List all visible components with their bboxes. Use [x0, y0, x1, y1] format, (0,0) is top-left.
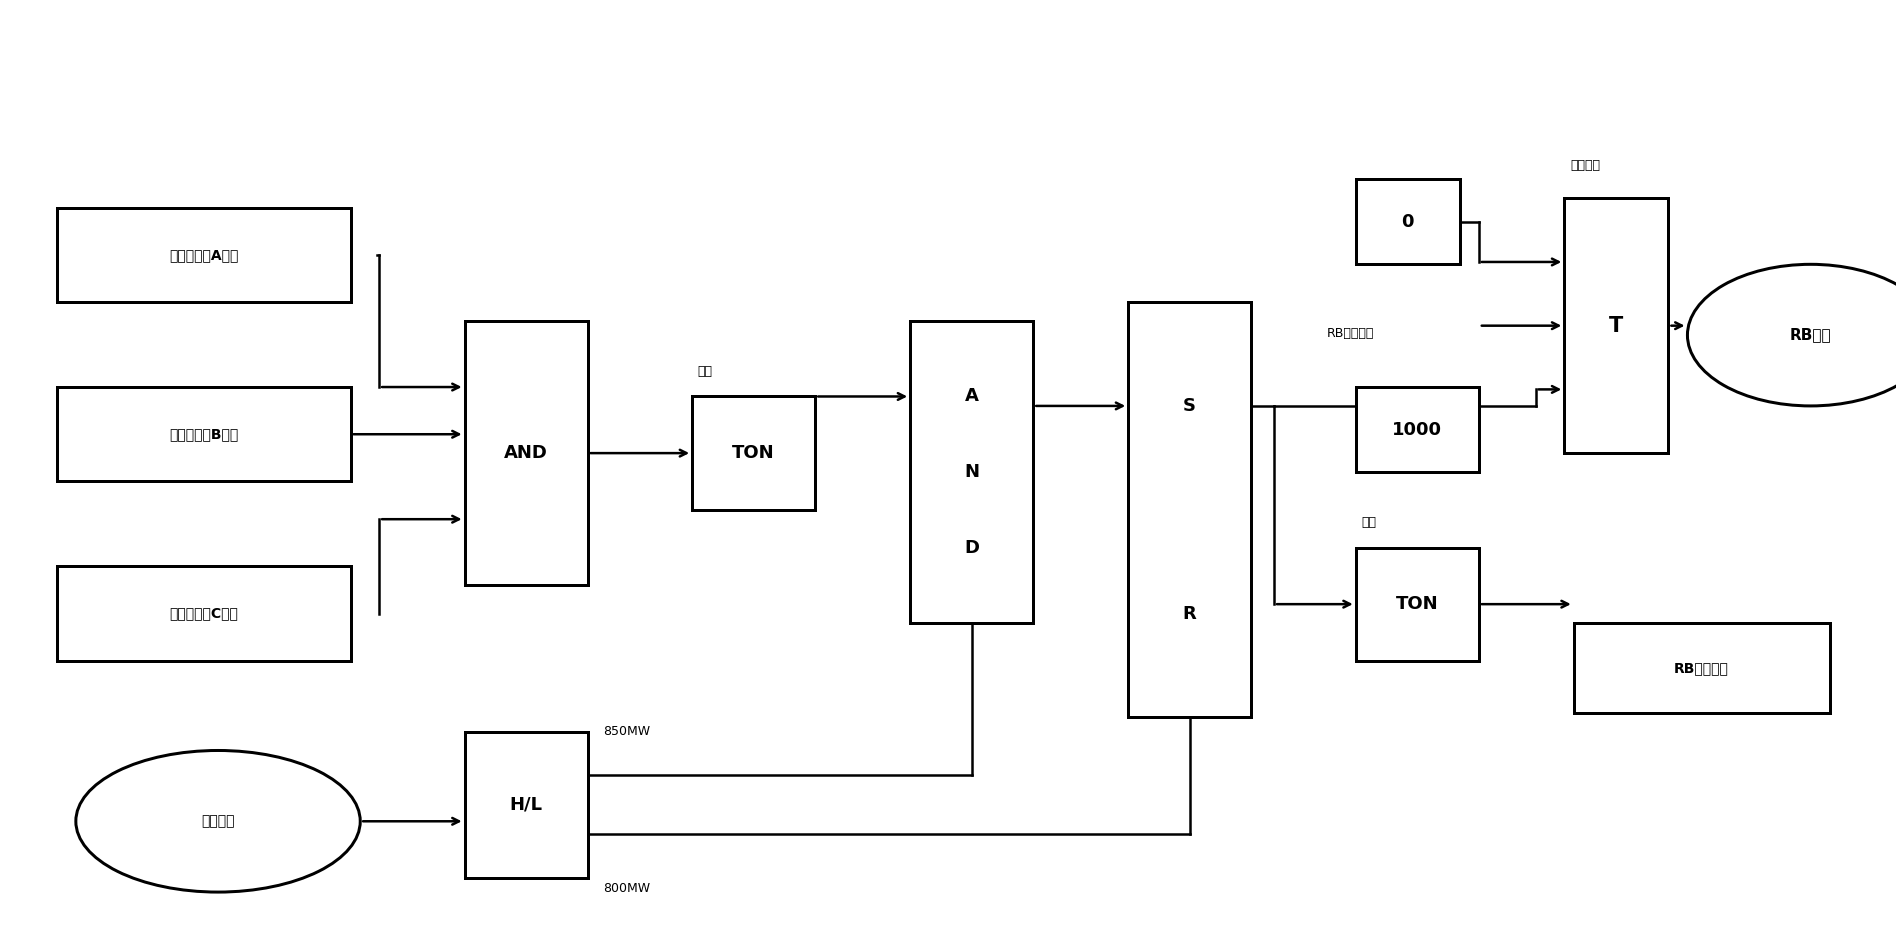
Ellipse shape: [76, 750, 360, 892]
Bar: [57, 208, 351, 302]
Text: T: T: [1610, 315, 1623, 336]
Bar: [57, 566, 351, 661]
Bar: [465, 321, 588, 585]
Bar: [1356, 179, 1460, 264]
Text: 800MW: 800MW: [603, 882, 650, 895]
Bar: [910, 321, 1033, 623]
Bar: [1574, 623, 1830, 713]
Text: 浆液循环泵A停运: 浆液循环泵A停运: [169, 248, 239, 261]
Bar: [1356, 548, 1479, 661]
Text: R: R: [1183, 604, 1196, 623]
Text: AND: AND: [504, 444, 548, 463]
Text: 速率切换: 速率切换: [1570, 159, 1600, 172]
Text: 浆液循环泵B停运: 浆液循环泵B停运: [169, 428, 239, 441]
Bar: [692, 396, 815, 510]
Bar: [1564, 198, 1668, 453]
Text: 1000: 1000: [1392, 420, 1443, 439]
Text: 机组负荷: 机组负荷: [201, 815, 235, 828]
Text: A: A: [965, 387, 978, 406]
Text: N: N: [965, 463, 978, 481]
Bar: [57, 387, 351, 481]
Text: S: S: [1183, 396, 1196, 415]
Text: 延时: 延时: [698, 364, 713, 378]
Bar: [1356, 387, 1479, 472]
Text: TON: TON: [1395, 595, 1439, 614]
Text: RB速率: RB速率: [1790, 328, 1832, 343]
Text: 850MW: 850MW: [603, 725, 650, 738]
Bar: [465, 732, 588, 878]
Text: 延时: 延时: [1361, 515, 1376, 529]
Text: H/L: H/L: [510, 796, 542, 814]
Ellipse shape: [1687, 264, 1896, 406]
Text: TON: TON: [732, 444, 775, 463]
Text: RB动作速率: RB动作速率: [1327, 327, 1375, 340]
Text: 浆液循环泵C停运: 浆液循环泵C停运: [169, 607, 239, 620]
Bar: [1128, 302, 1251, 717]
Text: D: D: [965, 538, 978, 557]
Text: 0: 0: [1401, 212, 1414, 231]
Text: RB触发允许: RB触发允许: [1674, 661, 1729, 675]
